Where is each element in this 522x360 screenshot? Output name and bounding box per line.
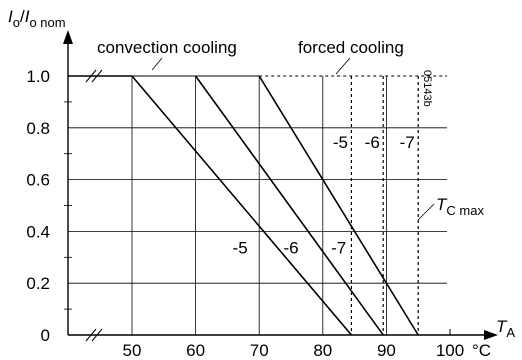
- x-tick-label: 100: [436, 341, 464, 360]
- series-label: -7: [331, 238, 346, 257]
- y-tick-label: 0.8: [26, 119, 50, 138]
- grid-lines: [64, 75, 451, 335]
- forced-cooling-label: forced cooling: [298, 38, 404, 57]
- convection-cooling-label: convection cooling: [97, 38, 237, 57]
- y-axis-label: Io/Io nom: [8, 7, 66, 30]
- series-line-minus6: [194, 75, 384, 336]
- x-tick-label: 70: [250, 341, 269, 360]
- x-tick-label: 50: [123, 341, 142, 360]
- y-axis-arrow: [63, 30, 73, 44]
- tc-max-leader: [417, 203, 435, 221]
- y-tick-label: 1.0: [26, 67, 50, 86]
- series-label: -6: [283, 238, 298, 257]
- annotations: Io/Io nom TA convection cooling forced c…: [8, 7, 515, 340]
- x-tick-label: 80: [313, 341, 332, 360]
- series-label: -5: [233, 238, 248, 257]
- series-line-minus7: [258, 75, 419, 336]
- tc-max-label: TC max: [436, 195, 484, 218]
- tc-max-series-label: -6: [365, 133, 380, 152]
- y-tick-label: 0: [41, 326, 50, 345]
- x-unit-label: °C: [472, 341, 491, 360]
- figure-code: 05143b: [421, 70, 433, 107]
- convection-leader: [151, 57, 163, 71]
- x-tick-label: 60: [186, 341, 205, 360]
- x-axis-arrow: [484, 330, 498, 340]
- axes: [63, 30, 498, 342]
- axis-break-bottom-1: [85, 328, 97, 342]
- series-line-minus5: [68, 75, 353, 336]
- series-lines: [68, 75, 419, 336]
- tc-max-series-label: -7: [400, 133, 415, 152]
- tc-max-series-label: -5: [333, 133, 348, 152]
- y-tick-label: 0.4: [26, 222, 50, 241]
- x-axis-label: TA: [496, 317, 515, 340]
- x-tick-label: 90: [377, 341, 396, 360]
- forced-leader: [335, 57, 351, 75]
- y-tick-label: 0.2: [26, 274, 50, 293]
- y-tick-label: 0.6: [26, 171, 50, 190]
- tick-labels: 0 0.2 0.4 0.6 0.8 1.0 50 60 70 80 90 100 °C: [26, 67, 491, 360]
- axis-break-bottom-2: [91, 328, 103, 342]
